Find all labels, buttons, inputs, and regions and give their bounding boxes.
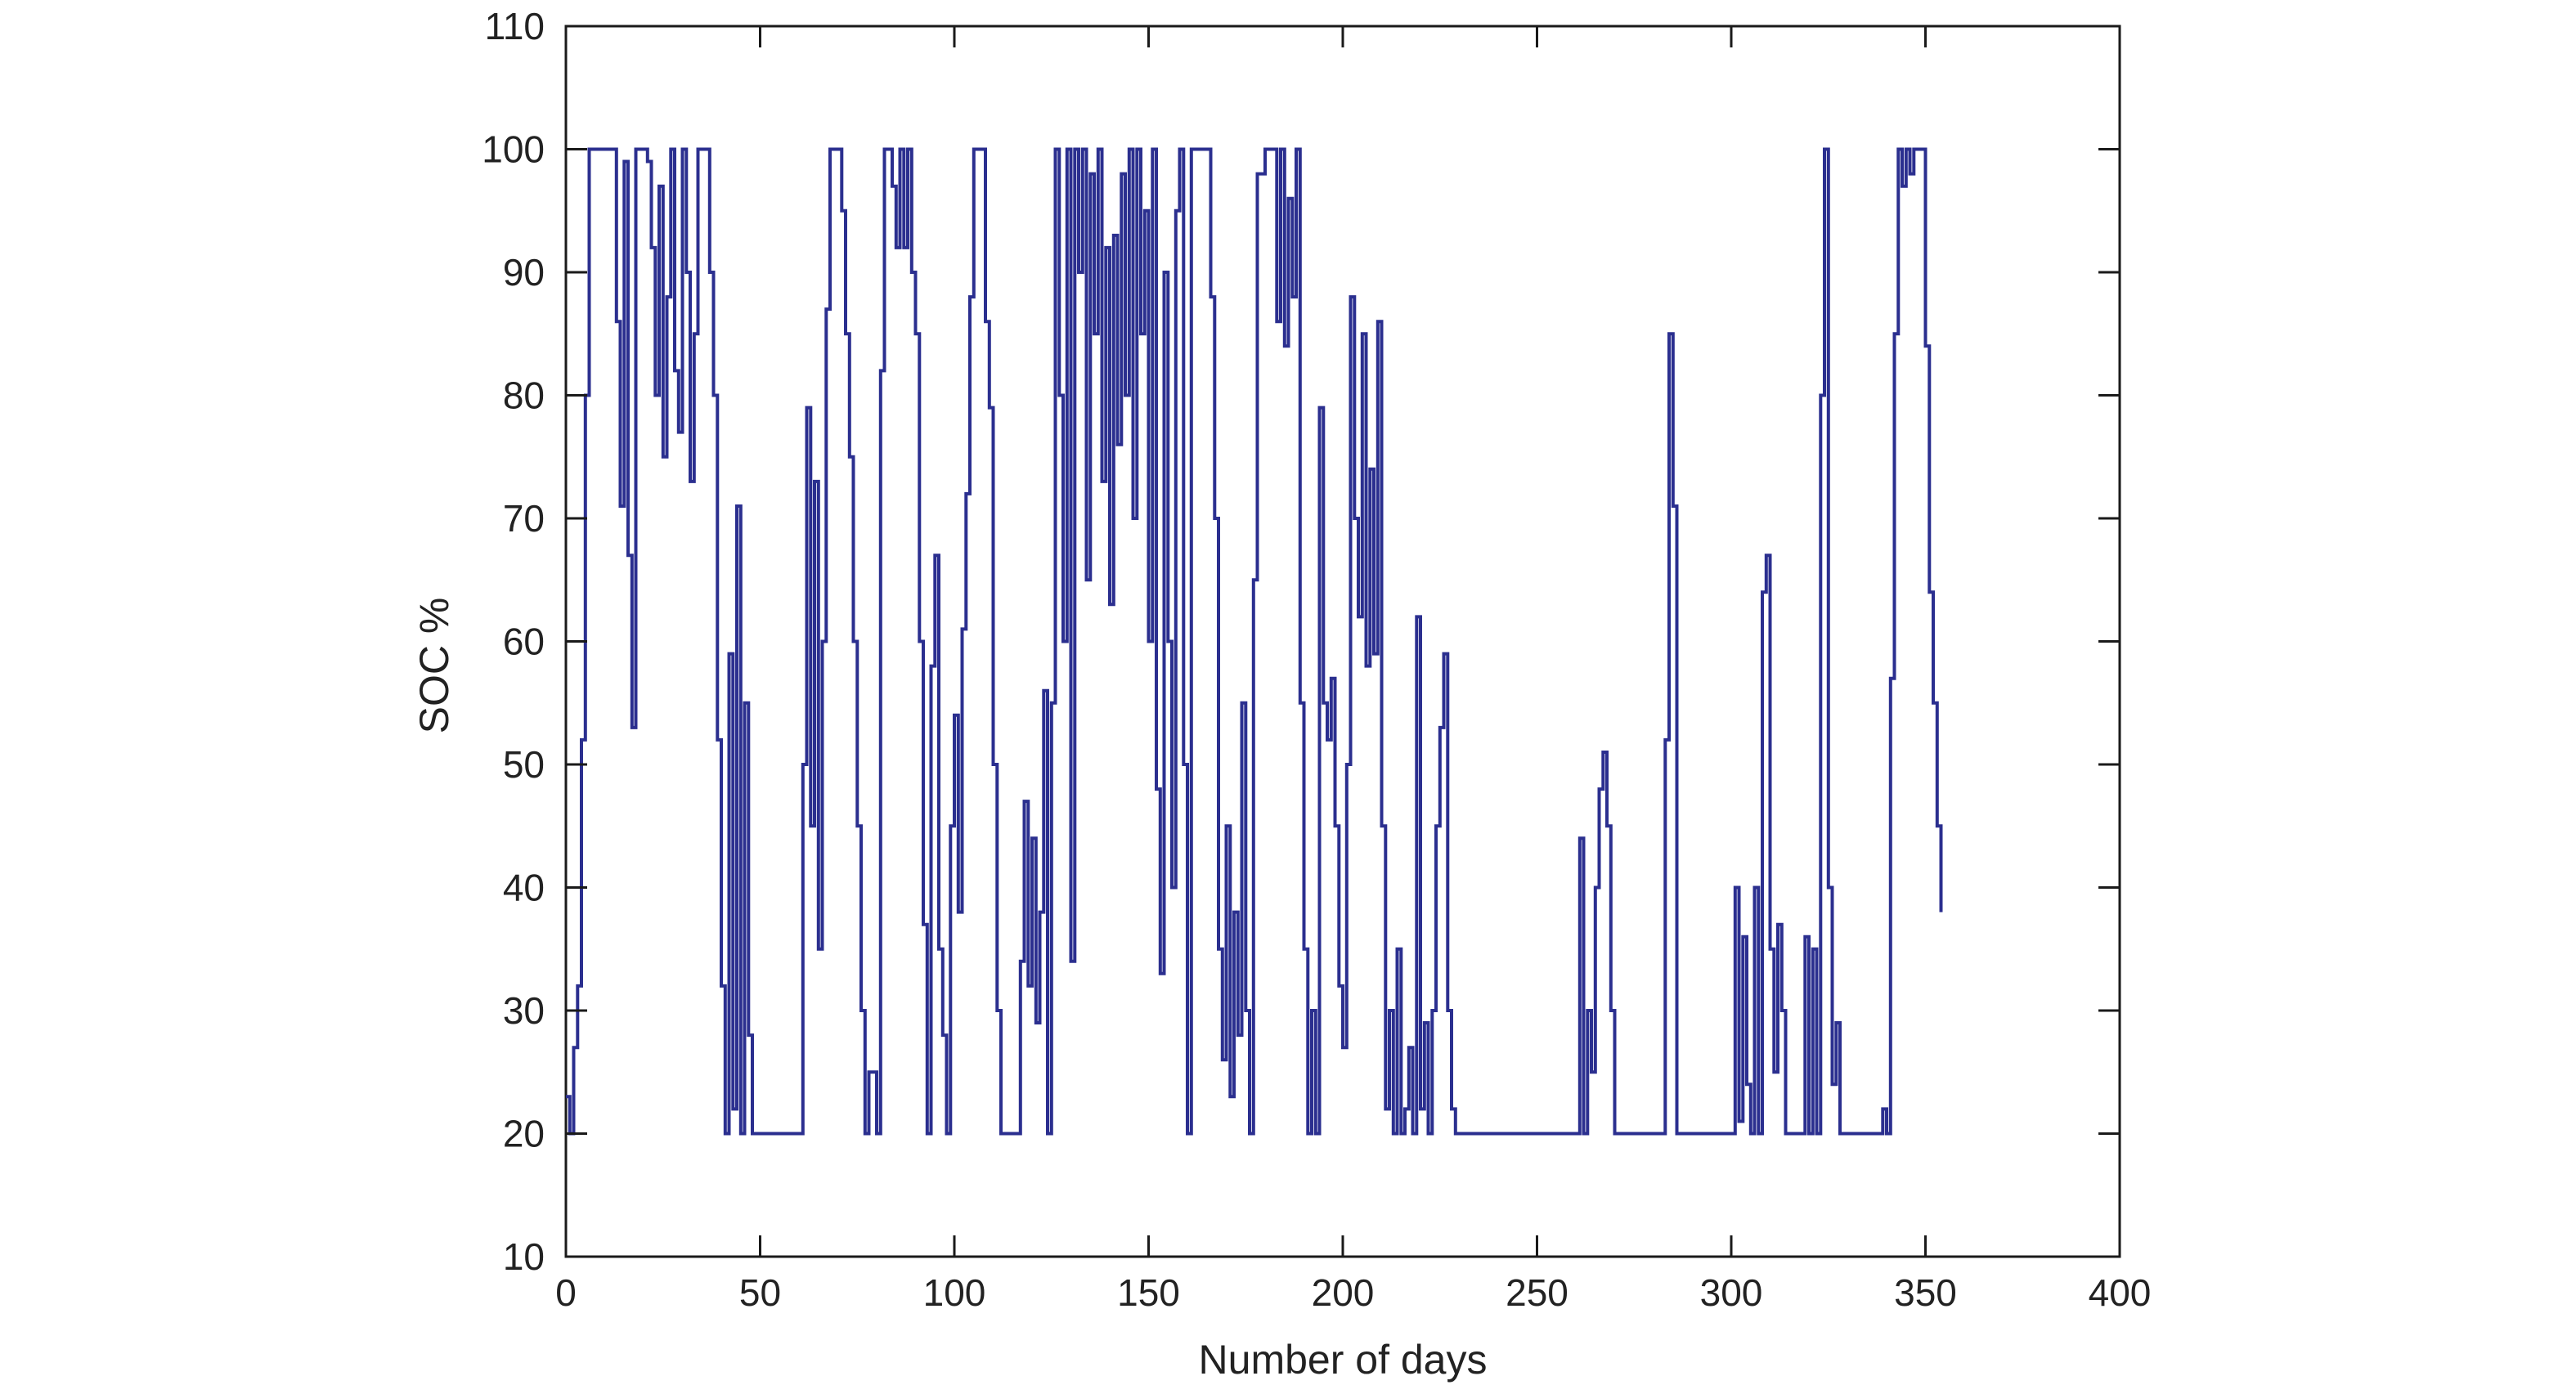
plot-area xyxy=(564,25,2121,1258)
y-tick-label: 50 xyxy=(503,743,545,786)
x-axis: 0 50 100 150 200 250 300 350 400 xyxy=(555,26,2151,1314)
y-tick-label: 40 xyxy=(503,867,545,909)
x-tick-label: 200 xyxy=(1312,1271,1375,1314)
y-tick-label: 80 xyxy=(503,374,545,417)
x-axis-title: Number of days xyxy=(1199,1337,1488,1383)
x-tick-label: 0 xyxy=(555,1271,577,1314)
x-tick-label: 150 xyxy=(1117,1271,1180,1314)
y-tick-label: 90 xyxy=(503,251,545,294)
y-tick-label: 60 xyxy=(503,621,545,663)
x-tick-label: 300 xyxy=(1700,1271,1763,1314)
x-tick-label: 400 xyxy=(2089,1271,2152,1314)
y-tick-label: 110 xyxy=(485,5,545,47)
y-axis-title: SOC % xyxy=(411,598,457,734)
y-tick-label: 70 xyxy=(503,497,545,540)
x-tick-label: 50 xyxy=(739,1271,781,1314)
x-tick-label: 250 xyxy=(1506,1271,1568,1314)
y-axis: 10 20 30 40 50 60 70 80 90 100 110 xyxy=(482,5,2120,1278)
y-tick-label: 10 xyxy=(503,1235,545,1278)
plot-frame xyxy=(564,25,2121,1258)
x-tick-label: 100 xyxy=(923,1271,986,1314)
y-tick-label: 20 xyxy=(503,1113,545,1155)
series-line-0 xyxy=(566,147,1943,1136)
x-tick-label: 350 xyxy=(1894,1271,1957,1314)
y-tick-label: 30 xyxy=(503,989,545,1032)
y-tick-label: 100 xyxy=(482,128,545,171)
